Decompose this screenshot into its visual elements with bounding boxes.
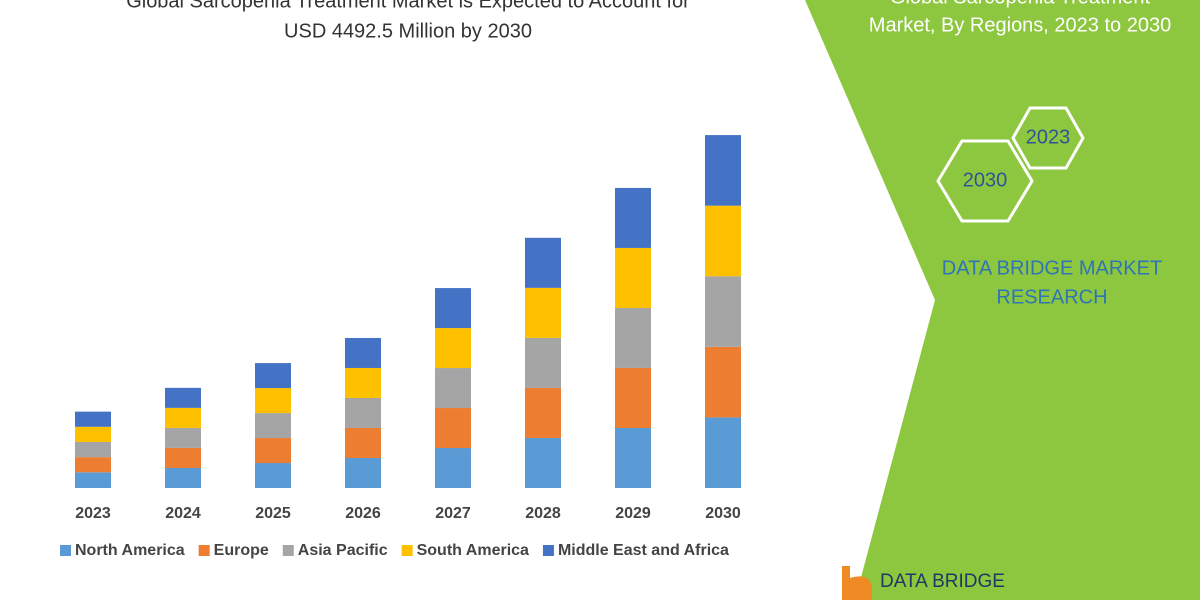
x-tick-label: 2026	[345, 505, 381, 522]
panel-title: Global Sarcopenia Treatment	[890, 0, 1151, 8]
x-tick-label: 2027	[435, 505, 471, 522]
bar-segment	[615, 187, 651, 248]
legend-label: Middle East and Africa	[558, 542, 729, 559]
hexagon-label: 2023	[1026, 126, 1071, 148]
bar-segment	[435, 328, 471, 369]
bar-segment	[255, 463, 291, 488]
bar-segment	[255, 363, 291, 389]
bar-segment	[345, 367, 381, 398]
hexagon	[1011, 106, 1085, 170]
bar-segment	[525, 337, 561, 388]
bar-segment	[345, 457, 381, 488]
plot: 2023 2024 2025 2026 2027 2028 2029 2030 North Am…	[60, 135, 741, 559]
bar-segment	[705, 417, 741, 488]
bar-segment	[75, 426, 111, 442]
bar-segment	[345, 397, 381, 428]
bar-segment	[525, 287, 561, 338]
bar-segment	[435, 408, 471, 449]
chart-title: Global Sarcopenia Treatment Market is Ex…	[126, 0, 690, 12]
x-tick-label: 2025	[255, 505, 291, 522]
bar-segment	[75, 472, 111, 488]
bar-segment	[705, 135, 741, 206]
bar-segment	[435, 288, 471, 329]
legend-label: South America	[417, 542, 529, 559]
legend-swatch	[401, 545, 413, 556]
x-tick-label: 2028	[525, 505, 561, 522]
bar-segment	[615, 367, 651, 428]
logo-icon	[842, 566, 872, 600]
chart-title: USD 4492.5 Million by 2030	[284, 20, 532, 42]
bar-segment	[165, 407, 201, 428]
x-tick-label: 2029	[615, 505, 651, 522]
bar-segment	[615, 247, 651, 308]
bar-segment	[345, 427, 381, 458]
legend-label: Europe	[214, 542, 269, 559]
bar-segment	[75, 441, 111, 458]
bar-segment	[705, 346, 741, 418]
bar-segment	[525, 387, 561, 438]
bar-segment	[165, 427, 201, 448]
bar-segment	[75, 411, 111, 427]
brand-text: DATA BRIDGE MARKET	[942, 257, 1162, 279]
bar-segment	[345, 337, 381, 368]
logo: DATA BRIDGE	[842, 566, 1005, 600]
legend-label: North America	[75, 542, 185, 559]
hexagon-label: 2030	[963, 169, 1008, 191]
x-tick-label: 2023	[75, 505, 111, 522]
bar-segment	[525, 437, 561, 488]
bar-segment	[165, 467, 201, 488]
bar-segment	[255, 388, 291, 414]
x-tick-label: 2030	[705, 505, 741, 522]
bar-segment	[705, 205, 741, 277]
side-panel	[805, 0, 1200, 600]
legend-swatch	[60, 545, 71, 556]
bar-segment	[615, 307, 651, 368]
bar-segment	[165, 387, 201, 408]
bar-segment	[75, 457, 111, 473]
logo-text: DATA BRIDGE	[880, 571, 1005, 592]
bar-segment	[255, 413, 291, 439]
bar-segment	[705, 276, 741, 347]
brand-text: RESEARCH	[996, 286, 1107, 308]
x-tick-label: 2024	[165, 505, 201, 522]
bar-segment	[255, 438, 291, 464]
legend-swatch	[282, 545, 294, 556]
legend-swatch	[542, 545, 554, 556]
legend-label: Asia Pacific	[298, 542, 388, 559]
bar-segment	[615, 427, 651, 488]
legend-swatch	[198, 545, 210, 556]
hexagon	[936, 139, 1034, 223]
bar-segment	[165, 447, 201, 468]
bar-segment	[435, 368, 471, 409]
panel-title: Market, By Regions, 2023 to 2030	[869, 14, 1171, 36]
bar-segment	[435, 448, 471, 488]
bar-segment	[525, 237, 561, 288]
